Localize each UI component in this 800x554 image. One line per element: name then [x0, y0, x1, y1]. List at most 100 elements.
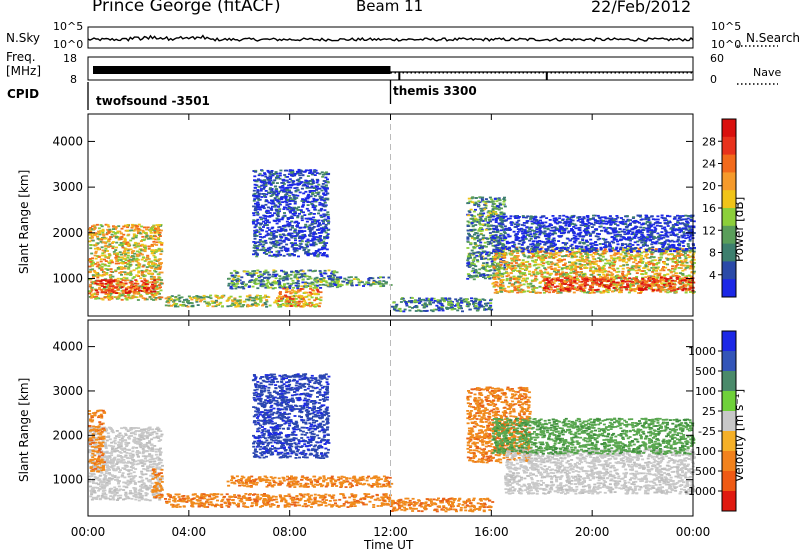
data-cell [295, 244, 299, 246]
data-cell [637, 280, 641, 282]
data-cell [293, 206, 296, 209]
data-cell [157, 247, 161, 250]
data-cell [385, 281, 388, 284]
data-cell [297, 296, 301, 298]
data-cell [253, 297, 257, 300]
data-cell [153, 283, 157, 286]
data-cell [613, 282, 617, 284]
data-cell [109, 284, 113, 286]
data-cell [322, 278, 326, 281]
data-cell [240, 276, 244, 279]
data-cell [283, 273, 287, 275]
data-cell [238, 295, 242, 298]
data-cell [317, 236, 321, 239]
data-cell [283, 169, 287, 172]
data-cell [330, 280, 334, 283]
data-cell [106, 297, 110, 299]
data-cell [466, 305, 470, 308]
data-cell [498, 264, 502, 267]
data-cell [529, 256, 533, 258]
data-cell [231, 302, 235, 305]
data-cell [287, 233, 291, 236]
data-cell [115, 292, 119, 294]
data-cell [109, 236, 113, 238]
data-cell [252, 250, 256, 252]
data-cell [293, 194, 297, 197]
data-cell [275, 188, 279, 190]
data-cell [118, 251, 122, 254]
data-cell [476, 234, 480, 237]
data-cell [683, 264, 687, 267]
data-cell [320, 248, 324, 251]
data-cell [278, 208, 282, 210]
data-cell [294, 270, 298, 272]
data-cell [569, 271, 573, 274]
data-cell [153, 231, 157, 234]
data-cell [304, 169, 308, 172]
data-cell [290, 236, 294, 239]
data-cell [106, 294, 110, 297]
data-cell [573, 251, 577, 254]
data-cell [312, 244, 316, 247]
data-cell [583, 260, 587, 263]
data-cell [325, 213, 329, 216]
data-cell [140, 253, 144, 256]
data-cell [250, 279, 254, 281]
data-cell [124, 288, 128, 291]
data-cell [482, 274, 485, 276]
data-cell [468, 308, 472, 311]
data-cell [484, 207, 488, 209]
data-cell [315, 189, 318, 191]
data-cell [144, 290, 148, 293]
data-cell [588, 262, 592, 265]
data-cell [502, 237, 506, 239]
data-cell [271, 174, 275, 177]
data-cell [674, 290, 678, 293]
data-cell [323, 198, 327, 200]
data-cell [668, 269, 672, 272]
data-cell [252, 199, 256, 202]
data-cell [269, 208, 273, 210]
data-cell [294, 284, 298, 287]
data-cell [517, 277, 521, 280]
data-cell [319, 197, 323, 200]
data-cell [299, 305, 303, 308]
data-cell [472, 263, 476, 266]
data-cell [277, 226, 281, 229]
data-cell [473, 242, 477, 244]
data-cell [274, 204, 278, 207]
data-cell [586, 253, 590, 256]
data-cell [311, 180, 315, 183]
data-cell [326, 219, 330, 222]
data-cell [279, 196, 283, 199]
data-cell [94, 257, 98, 260]
data-cell [479, 226, 482, 229]
data-cell [283, 174, 287, 176]
data-cell [157, 259, 160, 262]
data-cell [198, 296, 202, 299]
data-cell [497, 252, 501, 254]
data-cell [528, 263, 532, 265]
data-cell [602, 268, 606, 270]
data-cell [166, 300, 170, 303]
data-cell [95, 297, 99, 299]
data-cell [209, 294, 213, 297]
data-cell [291, 282, 295, 285]
data-cell [670, 258, 674, 261]
data-cell [578, 251, 582, 254]
data-cell [485, 223, 489, 226]
data-cell [295, 273, 298, 276]
data-cell [180, 296, 184, 299]
data-cell [219, 301, 223, 304]
data-cell [692, 270, 696, 273]
data-cell [104, 256, 108, 258]
data-cell [651, 259, 655, 262]
data-cell [279, 277, 283, 280]
data-cell [352, 278, 356, 280]
data-cell [355, 284, 359, 287]
data-cell [647, 263, 651, 266]
data-cell [148, 229, 152, 232]
data-cell [159, 265, 163, 268]
data-cell [260, 218, 263, 221]
data-cell [437, 301, 441, 304]
